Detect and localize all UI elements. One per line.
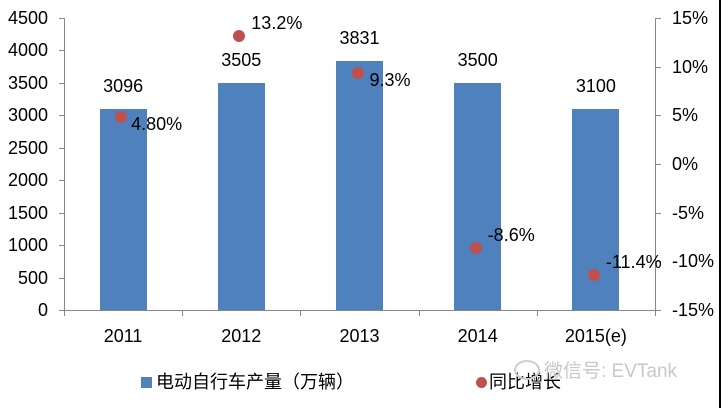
bar-value-label: 3100 bbox=[575, 75, 616, 96]
left-axis-label: 1500 bbox=[7, 202, 48, 223]
left-axis-label: 2500 bbox=[7, 137, 48, 158]
bar-value-label: 3096 bbox=[103, 76, 144, 97]
growth-value-label: -8.6% bbox=[487, 224, 535, 245]
left-axis-label: 4000 bbox=[7, 40, 48, 61]
bar-value-label: 3500 bbox=[457, 49, 498, 70]
x-axis-label: 2013 bbox=[339, 326, 380, 346]
left-tick bbox=[59, 50, 64, 52]
growth-value-label: -11.4% bbox=[605, 251, 662, 272]
growth-point bbox=[115, 111, 128, 124]
growth-point bbox=[233, 29, 246, 42]
x-tick bbox=[182, 310, 184, 316]
growth-value-label: 4.80% bbox=[131, 114, 183, 135]
bar-value-label: 3831 bbox=[339, 28, 380, 49]
right-axis-label: 5% bbox=[672, 105, 699, 126]
left-axis-label: 0 bbox=[37, 300, 48, 320]
growth-point bbox=[469, 241, 482, 254]
left-axis-label: 3000 bbox=[7, 105, 48, 126]
right-tick bbox=[656, 115, 661, 117]
bar-2014 bbox=[454, 82, 502, 310]
x-tick bbox=[418, 310, 420, 316]
right-axis-label: -10% bbox=[672, 251, 715, 272]
watermark: 微信号: EVTank bbox=[514, 356, 677, 383]
x-axis-label: 2012 bbox=[221, 326, 262, 346]
growth-value-label: 9.3% bbox=[369, 70, 411, 91]
left-axis-label: 4500 bbox=[7, 8, 48, 28]
growth-point bbox=[587, 268, 600, 281]
bar-value-label: 3505 bbox=[221, 49, 262, 70]
right-border bbox=[719, 0, 721, 408]
left-tick bbox=[59, 82, 64, 84]
left-axis-label: 1000 bbox=[7, 235, 48, 256]
left-tick bbox=[59, 147, 64, 149]
x-tick bbox=[536, 310, 538, 316]
left-axis-label: 500 bbox=[17, 267, 48, 288]
right-axis-label: -15% bbox=[672, 300, 715, 320]
left-tick bbox=[59, 245, 64, 247]
growth-point bbox=[351, 67, 364, 80]
bar-2013 bbox=[336, 61, 383, 310]
x-axis-label: 2011 bbox=[103, 326, 143, 346]
left-tick bbox=[59, 18, 64, 19]
legend-item-production: 电动自行车产量（万辆） bbox=[141, 372, 354, 392]
left-axis-line bbox=[64, 18, 65, 310]
right-tick bbox=[656, 310, 661, 311]
right-axis-label: 15% bbox=[672, 8, 709, 28]
left-axis-label: 2000 bbox=[7, 170, 48, 191]
right-tick bbox=[656, 164, 661, 165]
x-axis-line bbox=[64, 310, 655, 311]
left-axis-label: 3500 bbox=[7, 72, 48, 93]
x-tick bbox=[655, 310, 656, 316]
bar-2012 bbox=[217, 82, 265, 310]
legend-dot-icon bbox=[476, 376, 487, 388]
wechat-icon bbox=[514, 359, 540, 380]
right-tick bbox=[656, 212, 661, 214]
legend-square-icon bbox=[141, 376, 152, 388]
right-tick bbox=[656, 18, 661, 19]
x-axis-label: 2015(e) bbox=[564, 326, 627, 346]
legend-label-production: 电动自行车产量（万辆） bbox=[156, 372, 354, 392]
left-tick bbox=[59, 180, 64, 182]
bar-2011 bbox=[99, 109, 147, 310]
legend-item-growth: 同比增长 bbox=[476, 372, 561, 392]
right-axis-label: 0% bbox=[672, 154, 699, 174]
right-axis-line bbox=[655, 18, 656, 310]
growth-value-label: 13.2% bbox=[251, 12, 303, 33]
right-axis-label: 10% bbox=[672, 56, 709, 77]
left-tick bbox=[59, 310, 64, 311]
right-tick bbox=[656, 66, 661, 68]
left-tick bbox=[59, 277, 64, 279]
right-tick bbox=[656, 261, 661, 263]
x-tick bbox=[64, 310, 65, 316]
left-tick bbox=[59, 212, 64, 214]
x-tick bbox=[300, 310, 302, 316]
left-tick bbox=[59, 115, 64, 117]
right-axis-label: -5% bbox=[672, 202, 705, 223]
x-axis-label: 2014 bbox=[457, 326, 498, 346]
legend-label-growth: 同比增长 bbox=[489, 372, 561, 392]
watermark-text: 微信号: EVTank bbox=[544, 361, 678, 382]
